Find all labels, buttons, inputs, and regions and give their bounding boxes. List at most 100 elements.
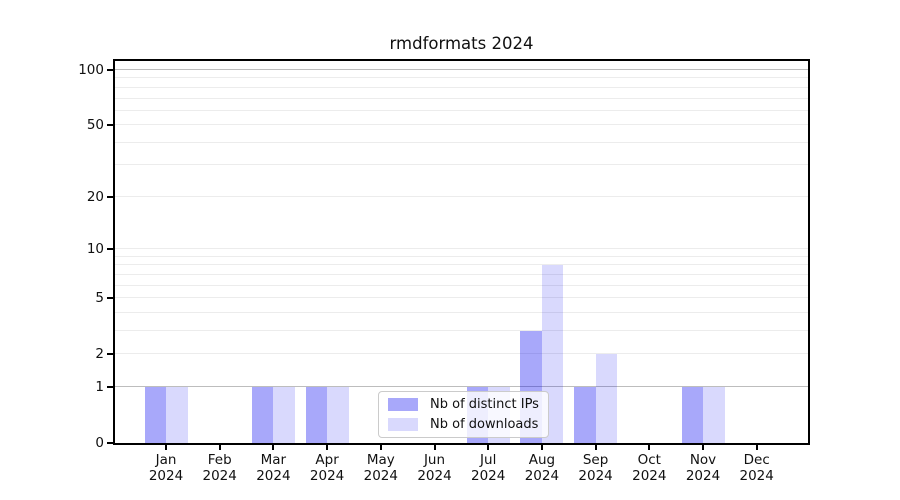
gridline-minor: [115, 284, 808, 286]
x-tick-month: Aug: [528, 452, 556, 468]
gridline-minor: [115, 97, 808, 99]
legend-label-distinct-ips: Nb of distinct IPs: [430, 397, 539, 412]
x-tick-month: Jul: [480, 452, 497, 468]
x-tick-year: 2024: [471, 467, 506, 484]
gridline-minor: [115, 353, 808, 355]
bar-downloads-apr: [327, 386, 349, 443]
legend-label-downloads: Nb of downloads: [430, 417, 539, 432]
x-tick-label: Dec 2024: [722, 452, 792, 484]
x-tick-mark: [702, 445, 704, 450]
y-tick-mark: [107, 248, 113, 251]
gridline-minor: [115, 164, 808, 166]
x-tick-mark: [487, 445, 490, 450]
y-tick-mark: [107, 124, 113, 127]
x-tick-month: Oct: [637, 452, 661, 468]
legend-entry-distinct-ips: Nb of distinct IPs: [388, 396, 539, 413]
y-tick-label: 100: [78, 62, 104, 78]
x-tick-mark: [433, 445, 436, 450]
bar-distinct-ips-sep: [574, 386, 596, 443]
x-tick-label: Aug 2024: [507, 452, 577, 484]
y-tick-mark: [107, 195, 113, 198]
bar-distinct-ips-jan: [144, 386, 166, 443]
gridline-major: [115, 385, 808, 387]
bar-downloads-jan: [166, 386, 188, 443]
y-tick-mark: [107, 297, 113, 300]
x-tick-label: May 2024: [346, 452, 416, 484]
gridline-minor: [115, 86, 808, 88]
x-tick-month: Nov: [689, 452, 717, 468]
x-tick-month: Jan: [155, 452, 177, 468]
x-tick-mark: [648, 445, 651, 450]
x-tick-label: Apr 2024: [292, 452, 362, 484]
y-tick-label: 20: [86, 188, 104, 205]
x-tick-month: Dec: [743, 452, 770, 468]
legend: Nb of distinct IPs Nb of downloads: [378, 391, 549, 438]
x-tick-mark: [326, 445, 329, 450]
gridline-minor: [115, 264, 808, 266]
x-tick-month: May: [366, 452, 395, 468]
x-tick-mark: [755, 445, 758, 450]
x-tick-year: 2024: [632, 467, 667, 484]
x-tick-label: Jan 2024: [131, 452, 201, 484]
gridline-minor: [115, 297, 808, 299]
legend-swatch-downloads: [388, 418, 418, 431]
gridline-minor: [115, 124, 808, 126]
y-tick-label: 2: [95, 346, 104, 363]
gridline-minor: [115, 109, 808, 111]
x-tick-year: 2024: [417, 467, 452, 484]
y-tick-mark: [107, 442, 113, 444]
x-tick-label: Feb 2024: [185, 452, 255, 484]
bar-distinct-ips-mar: [251, 386, 274, 443]
plot-area: [113, 59, 810, 445]
x-tick-year: 2024: [148, 467, 184, 484]
x-tick-year: 2024: [256, 467, 291, 484]
y-tick-mark: [107, 353, 113, 356]
x-tick-month: Jun: [423, 452, 446, 468]
x-tick-mark: [594, 445, 597, 450]
legend-entry-downloads: Nb of downloads: [388, 416, 539, 433]
y-tick-label: 10: [86, 241, 104, 258]
x-tick-year: 2024: [578, 467, 613, 484]
bar-downloads-mar: [273, 386, 295, 443]
y-tick-label: 5: [95, 290, 104, 307]
x-tick-month: Sep: [582, 452, 609, 468]
bar-downloads-nov: [703, 386, 725, 443]
bar-distinct-ips-apr: [305, 386, 328, 443]
x-tick-month: Apr: [315, 452, 339, 468]
x-tick-year: 2024: [739, 467, 774, 484]
x-tick-mark: [379, 445, 382, 450]
x-tick-label: Sep 2024: [561, 452, 631, 484]
x-tick-label: Jun 2024: [400, 452, 470, 484]
x-tick-year: 2024: [363, 467, 398, 484]
gridline-minor: [115, 311, 808, 313]
x-tick-year: 2024: [524, 467, 560, 484]
bar-distinct-ips-nov: [681, 386, 703, 443]
bar-downloads-sep: [595, 354, 618, 443]
legend-swatch-distinct-ips: [388, 398, 418, 411]
x-tick-label: Mar 2024: [238, 452, 308, 484]
x-tick-month: Mar: [260, 452, 287, 468]
x-tick-label: Jul 2024: [453, 452, 523, 484]
x-tick-mark: [218, 445, 221, 450]
gridline-major: [115, 69, 808, 70]
x-tick-mark: [540, 445, 543, 450]
x-tick-label: Oct 2024: [614, 452, 684, 484]
gridline-minor: [115, 248, 808, 250]
y-tick-mark: [107, 385, 113, 388]
y-tick-label: 1: [95, 378, 104, 395]
gridline-minor: [115, 329, 808, 331]
x-tick-month: Feb: [207, 452, 232, 468]
x-tick-year: 2024: [202, 467, 237, 484]
y-tick-label: 0: [95, 435, 104, 451]
gridline-minor: [115, 77, 808, 79]
gridline-minor: [115, 255, 808, 257]
y-tick-mark: [107, 69, 113, 71]
gridline-minor: [115, 195, 808, 197]
x-tick-label: Nov 2024: [668, 452, 738, 484]
gridline-minor: [115, 273, 808, 275]
gridline-minor: [115, 141, 808, 143]
x-tick-mark: [272, 445, 275, 450]
x-tick-year: 2024: [309, 467, 345, 484]
chart-title: rmdformats 2024: [389, 34, 534, 53]
